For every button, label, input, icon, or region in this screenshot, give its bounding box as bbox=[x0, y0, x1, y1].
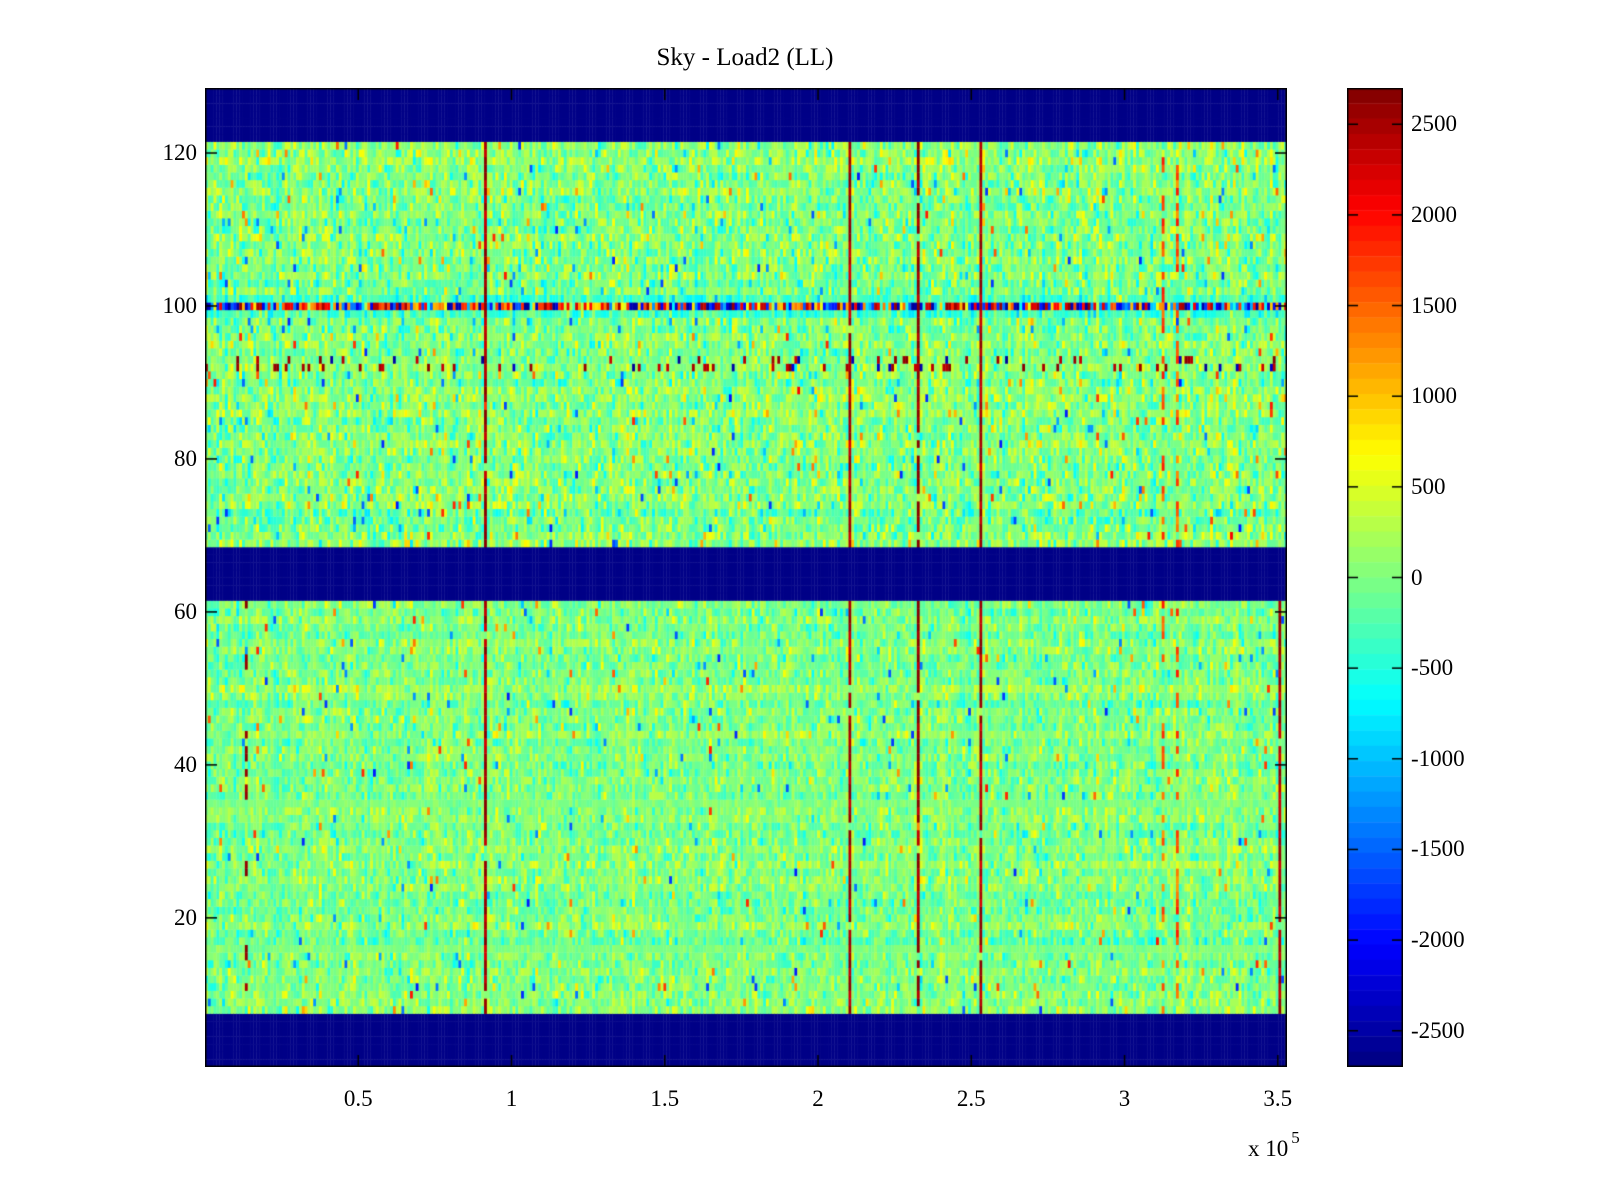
colorbar-tick-label: 500 bbox=[1411, 473, 1446, 499]
plot-title: Sky - Load2 (LL) bbox=[656, 44, 834, 71]
y-tick-label: 20 bbox=[174, 904, 197, 930]
colorbar bbox=[1347, 88, 1403, 1067]
y-tick-label: 100 bbox=[162, 292, 198, 318]
colorbar-tick-label: -2500 bbox=[1411, 1017, 1465, 1043]
colorbar-tick-label: 1500 bbox=[1411, 292, 1457, 318]
exponent-base: x 10 bbox=[1248, 1136, 1289, 1161]
colorbar-tick-label: -1500 bbox=[1411, 836, 1465, 862]
y-tick-label: 60 bbox=[174, 598, 197, 624]
x-tick-label: 3.5 bbox=[1263, 1086, 1293, 1111]
heatmap-canvas bbox=[205, 88, 1287, 1067]
x-tick-label: 1 bbox=[505, 1086, 518, 1111]
colorbar-tick-label: 1000 bbox=[1411, 383, 1457, 409]
exponent-power: 5 bbox=[1291, 1128, 1300, 1147]
colorbar-tick-label: -1000 bbox=[1411, 745, 1465, 771]
x-tick-label: 1.5 bbox=[650, 1086, 680, 1111]
colorbar-tick-label: -500 bbox=[1411, 655, 1454, 681]
y-tick-label: 80 bbox=[174, 445, 197, 471]
x-axis-exponent-label: x 10 5 bbox=[1248, 1128, 1300, 1162]
colorbar-tick-label: 0 bbox=[1411, 564, 1423, 590]
y-tick-label: 120 bbox=[162, 140, 198, 165]
x-tick-label: 3 bbox=[1118, 1086, 1131, 1111]
colorbar-tick-label: 2000 bbox=[1411, 201, 1457, 227]
y-tick-label: 40 bbox=[174, 751, 197, 777]
heatmap-axes bbox=[205, 88, 1287, 1067]
colorbar-canvas bbox=[1347, 88, 1403, 1067]
colorbar-tick-label: 2500 bbox=[1411, 111, 1457, 137]
colorbar-tick-label: -2000 bbox=[1411, 927, 1465, 953]
x-tick-label: 0.5 bbox=[343, 1086, 373, 1111]
x-tick-label: 2.5 bbox=[956, 1086, 986, 1111]
x-tick-label: 2 bbox=[812, 1086, 824, 1111]
